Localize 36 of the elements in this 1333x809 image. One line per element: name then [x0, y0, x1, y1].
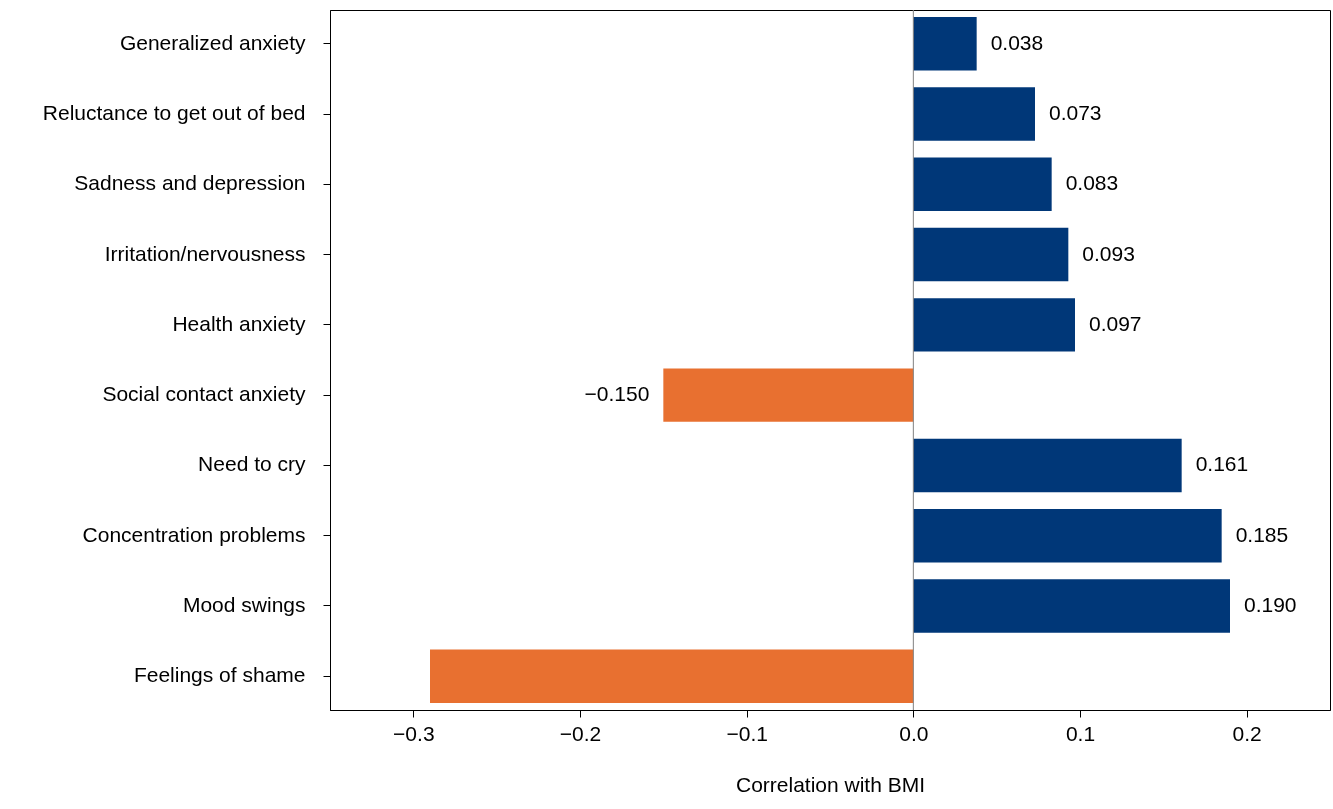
data-label: 0.038: [990, 30, 1044, 54]
x-tick-label: 0.0: [899, 721, 929, 745]
data-label: 0.161: [1195, 452, 1249, 476]
data-label: 0.083: [1065, 171, 1119, 195]
x-axis-title: Correlation with BMI: [735, 772, 926, 796]
y-tick-label: Mood swings: [182, 592, 306, 616]
bar: [913, 298, 1075, 352]
bar: [663, 368, 914, 422]
y-tick-label: Feelings of shame: [133, 663, 306, 687]
y-tick-label: Sadness and depression: [74, 171, 306, 195]
bar: [913, 17, 977, 71]
bar: [430, 649, 914, 703]
x-tick-label: −0.2: [559, 721, 602, 745]
data-label: 0.093: [1082, 241, 1135, 265]
x-tick-label: 0.1: [1065, 721, 1096, 745]
data-label: 0.097: [1089, 311, 1142, 335]
y-tick-label: Irritation/nervousness: [104, 241, 306, 265]
x-tick-label: −0.3: [393, 721, 435, 745]
y-tick-label: Need to cry: [198, 452, 306, 476]
y-tick-label: Health anxiety: [172, 311, 306, 335]
data-label: 0.073: [1049, 101, 1102, 125]
x-tick-label: 0.2: [1232, 721, 1262, 745]
data-label: 0.190: [1244, 592, 1297, 616]
y-tick-label: Reluctance to get out of bed: [42, 101, 306, 125]
bar: [913, 579, 1230, 633]
bar: [913, 227, 1069, 282]
y-tick-label: Social contact anxiety: [102, 382, 306, 406]
data-label: −0.150: [584, 382, 650, 406]
bar: [913, 509, 1222, 563]
bar: [913, 87, 1035, 141]
x-tick-label: −0.1: [726, 721, 768, 745]
bar: [913, 157, 1052, 211]
y-tick-label: Generalized anxiety: [119, 30, 306, 54]
bar: [913, 438, 1182, 493]
y-tick-label: Concentration problems: [82, 522, 306, 546]
data-label: 0.185: [1235, 522, 1289, 546]
